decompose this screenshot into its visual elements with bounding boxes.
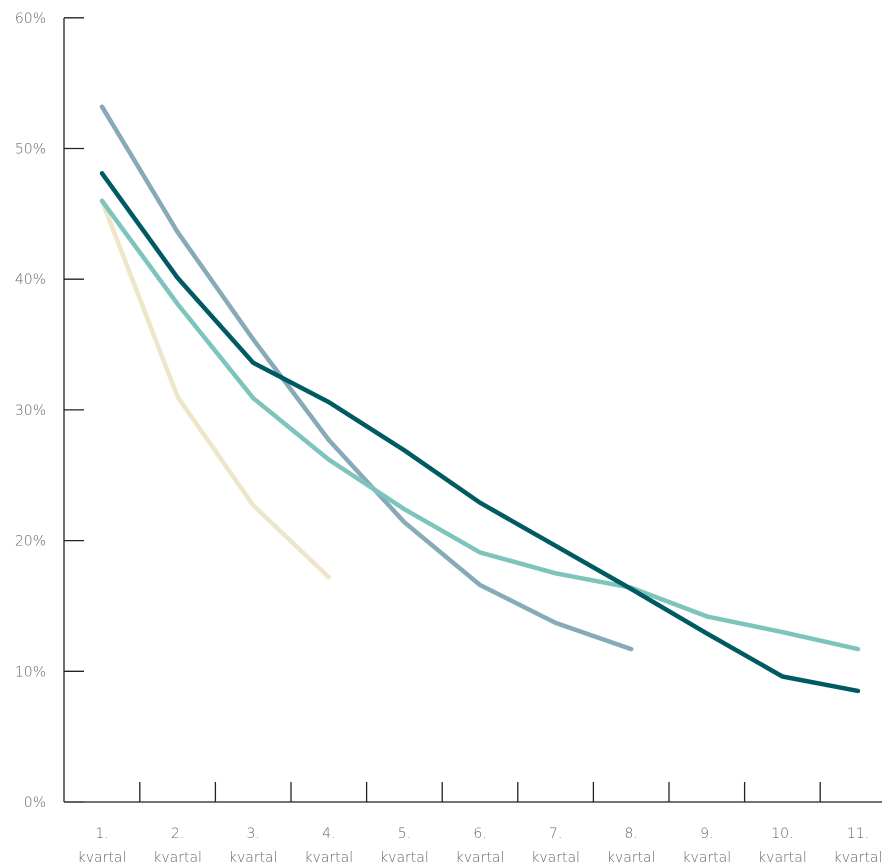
x-tick-label: 6. kvartal <box>456 826 505 865</box>
x-tick-label: 8. kvartal <box>607 826 656 865</box>
series-line-3 <box>99 198 861 652</box>
x-tick-label: 9. kvartal <box>682 826 731 865</box>
x-tick-label: 5. kvartal <box>380 826 429 865</box>
x-tick-label: 2. kvartal <box>153 826 202 865</box>
y-tick-label: 60% <box>15 11 46 27</box>
x-tick-label: 4. kvartal <box>304 826 353 865</box>
y-tick-label: 20% <box>15 534 46 550</box>
series-line-1 <box>99 198 332 580</box>
x-tick-label: 11. kvartal <box>834 826 883 865</box>
x-tick-label: 3. kvartal <box>229 826 278 865</box>
y-tick-label: 50% <box>15 142 46 158</box>
series-line-2 <box>99 104 634 652</box>
x-axis-tick-labels: 1. kvartal 2. kvartal 3. kvartal 4. kvartal 5. kv… <box>78 826 883 865</box>
x-tick-label: 10. kvartal <box>758 826 807 865</box>
series-line-4 <box>99 171 861 694</box>
y-axis-tick-labels: 0% 10% 20% 30% 40% 50% 60% <box>15 11 46 811</box>
x-tick-label: 1. kvartal <box>78 826 127 865</box>
y-tick-label: 30% <box>15 403 46 419</box>
y-tick-label: 10% <box>15 664 46 680</box>
y-tick-label: 0% <box>24 795 46 811</box>
axes <box>63 17 882 803</box>
y-tick-label: 40% <box>15 272 46 288</box>
series-lines <box>99 104 861 694</box>
x-tick-label: 7. kvartal <box>531 826 580 865</box>
x-axis-ticks <box>139 782 821 802</box>
